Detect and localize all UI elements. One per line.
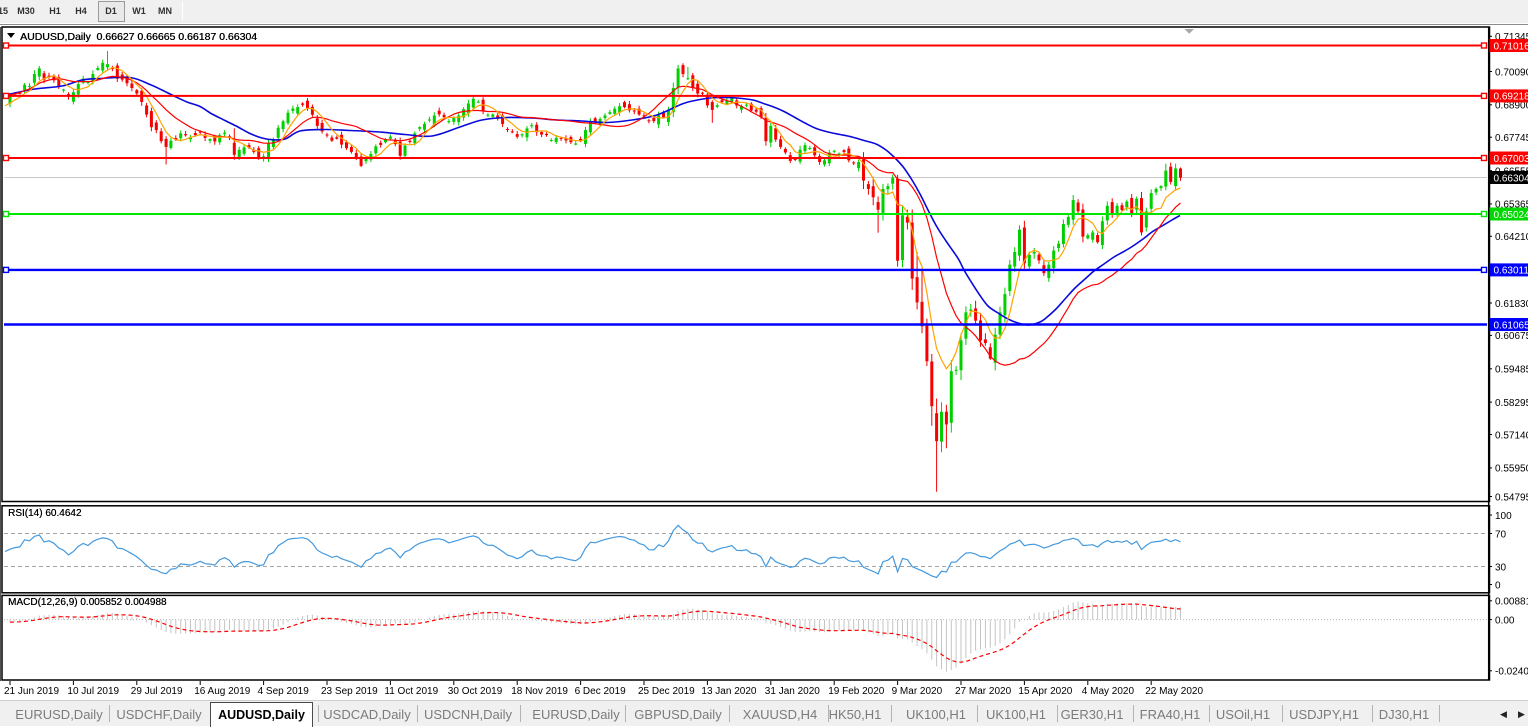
svg-text:0.67003: 0.67003 bbox=[1494, 154, 1528, 165]
svg-text:31 Jan 2020: 31 Jan 2020 bbox=[765, 686, 820, 697]
svg-text:0.61830: 0.61830 bbox=[1495, 299, 1528, 310]
svg-text:4 May 2020: 4 May 2020 bbox=[1082, 686, 1135, 697]
svg-text:0.61065: 0.61065 bbox=[1494, 320, 1528, 331]
svg-text:22 May 2020: 22 May 2020 bbox=[1145, 686, 1203, 697]
svg-text:27 Mar 2020: 27 Mar 2020 bbox=[955, 686, 1012, 697]
svg-text:15 Apr 2020: 15 Apr 2020 bbox=[1018, 686, 1072, 697]
svg-text:0.60675: 0.60675 bbox=[1495, 331, 1528, 342]
svg-text:25 Dec 2019: 25 Dec 2019 bbox=[638, 686, 695, 697]
svg-text:0.69218: 0.69218 bbox=[1494, 92, 1528, 103]
svg-text:0.65024: 0.65024 bbox=[1494, 210, 1528, 221]
svg-text:0.66304: 0.66304 bbox=[1494, 173, 1528, 184]
svg-text:29 Jul 2019: 29 Jul 2019 bbox=[131, 686, 183, 697]
svg-text:21 Jun 2019: 21 Jun 2019 bbox=[4, 686, 59, 697]
svg-text:9 Mar 2020: 9 Mar 2020 bbox=[892, 686, 943, 697]
svg-text:100: 100 bbox=[1495, 511, 1512, 522]
svg-text:19 Feb 2020: 19 Feb 2020 bbox=[828, 686, 885, 697]
svg-text:10 Jul 2019: 10 Jul 2019 bbox=[67, 686, 119, 697]
svg-text:0.63011: 0.63011 bbox=[1494, 266, 1528, 277]
svg-text:-0.02408: -0.02408 bbox=[1495, 667, 1528, 678]
svg-text:0.59485: 0.59485 bbox=[1495, 365, 1528, 376]
svg-text:11 Oct 2019: 11 Oct 2019 bbox=[384, 686, 438, 697]
svg-text:0.57140: 0.57140 bbox=[1495, 430, 1528, 441]
svg-text:18 Nov 2019: 18 Nov 2019 bbox=[511, 686, 568, 697]
svg-text:0: 0 bbox=[1495, 580, 1501, 591]
svg-text:0.71016: 0.71016 bbox=[1494, 41, 1528, 52]
svg-text:4 Sep 2019: 4 Sep 2019 bbox=[258, 686, 310, 697]
svg-text:16 Aug 2019: 16 Aug 2019 bbox=[194, 686, 251, 697]
svg-text:70: 70 bbox=[1495, 529, 1507, 540]
svg-text:13 Jan 2020: 13 Jan 2020 bbox=[701, 686, 756, 697]
svg-text:0.008815: 0.008815 bbox=[1495, 597, 1528, 608]
svg-text:0.67745: 0.67745 bbox=[1495, 133, 1528, 144]
svg-text:23 Sep 2019: 23 Sep 2019 bbox=[321, 686, 378, 697]
svg-text:30: 30 bbox=[1495, 562, 1507, 573]
svg-text:0.54795: 0.54795 bbox=[1495, 492, 1528, 503]
svg-text:0.00: 0.00 bbox=[1495, 615, 1515, 626]
svg-text:6 Dec 2019: 6 Dec 2019 bbox=[575, 686, 627, 697]
svg-text:0.55950: 0.55950 bbox=[1495, 464, 1528, 475]
svg-text:0.58295: 0.58295 bbox=[1495, 398, 1528, 409]
svg-text:30 Oct 2019: 30 Oct 2019 bbox=[448, 686, 503, 697]
svg-text:0.70090: 0.70090 bbox=[1495, 67, 1528, 78]
svg-text:0.64210: 0.64210 bbox=[1495, 232, 1528, 243]
